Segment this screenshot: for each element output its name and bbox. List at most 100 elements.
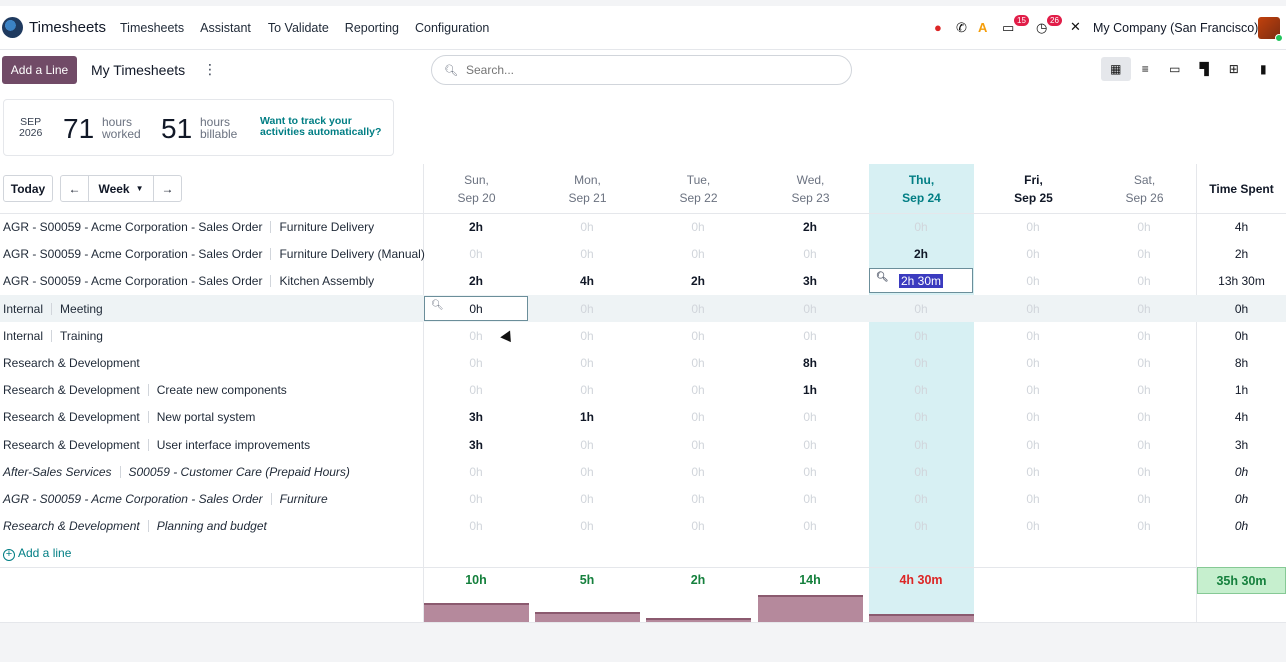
hours-cell[interactable]: 0h xyxy=(646,383,750,397)
hours-cell[interactable]: 0h xyxy=(981,220,1085,234)
add-line-label[interactable]: Add a line xyxy=(18,546,72,560)
task-name[interactable]: Furniture Delivery (Manual) xyxy=(279,247,425,262)
menu-item-configuration[interactable]: Configuration xyxy=(415,21,490,35)
record-icon[interactable]: ● xyxy=(934,20,942,35)
hours-cell[interactable]: 0h xyxy=(981,356,1085,370)
hours-cell[interactable]: 0h xyxy=(758,247,862,261)
hours-cell[interactable]: 0h xyxy=(758,302,862,316)
project-name[interactable]: Internal xyxy=(3,328,44,343)
hours-cell[interactable]: 0h xyxy=(646,438,750,452)
task-name[interactable]: S00059 - Customer Care (Prepaid Hours) xyxy=(128,464,350,479)
hours-cell[interactable]: 0h xyxy=(869,356,973,370)
hours-cell[interactable]: 0h xyxy=(869,220,973,234)
app-logo-icon[interactable] xyxy=(2,17,23,38)
hours-cell[interactable]: 0h xyxy=(1092,302,1196,316)
hours-cell[interactable]: 0h xyxy=(1092,383,1196,397)
hours-cell[interactable]: 🔍︎ 0h xyxy=(424,295,528,321)
hours-cell[interactable]: 0h xyxy=(1092,329,1196,343)
actions-kebab-icon[interactable]: ⋮ xyxy=(203,61,217,77)
hours-cell[interactable]: 🔍︎ 2h 30m xyxy=(869,268,973,294)
list-view-icon[interactable]: ≡ xyxy=(1141,62,1149,76)
hours-cell[interactable]: 2h xyxy=(424,274,528,288)
hours-cell[interactable]: 0h xyxy=(981,247,1085,261)
hours-cell[interactable]: 0h xyxy=(981,465,1085,479)
hours-cell[interactable]: 0h xyxy=(1092,356,1196,370)
track-link-line2[interactable]: activities automatically? xyxy=(260,126,382,138)
hours-cell[interactable]: 0h xyxy=(758,492,862,506)
project-name[interactable]: Research & Development xyxy=(3,356,140,370)
add-a-line-link[interactable]: + Add a line xyxy=(3,546,71,561)
ai-icon[interactable]: A xyxy=(978,20,988,35)
hours-cell[interactable]: 0h xyxy=(646,247,750,261)
app-title[interactable]: Timesheets xyxy=(29,19,106,36)
hours-cell[interactable]: 3h xyxy=(424,438,528,452)
timer-search-icon[interactable]: 🔍︎ xyxy=(431,299,444,311)
task-name[interactable]: New portal system xyxy=(156,410,256,425)
hours-cell[interactable]: 0h xyxy=(869,492,973,506)
row-label[interactable]: Research & Development xyxy=(3,356,140,370)
hours-cell[interactable]: 2h xyxy=(646,274,750,288)
phone-icon[interactable]: ✆ xyxy=(956,20,967,35)
add-a-line-button[interactable]: Add a Line xyxy=(2,56,77,84)
hours-cell[interactable]: 0h xyxy=(1092,274,1196,288)
hours-cell[interactable]: 0h xyxy=(424,492,528,506)
project-name[interactable]: AGR - S00059 - Acme Corporation - Sales … xyxy=(3,247,263,262)
task-name[interactable]: Kitchen Assembly xyxy=(279,274,375,289)
hours-cell[interactable]: 0h xyxy=(424,383,528,397)
row-label[interactable]: AGR - S00059 - Acme Corporation - Sales … xyxy=(3,220,374,234)
row-label[interactable]: Internal Training xyxy=(3,329,103,343)
hours-cell[interactable]: 0h xyxy=(758,438,862,452)
calendar-view-icon[interactable]: ▭ xyxy=(1169,62,1181,76)
grid-view-icon[interactable]: ▦ xyxy=(1101,57,1131,81)
hours-cell[interactable]: 0h xyxy=(1092,247,1196,261)
project-name[interactable]: Research & Development xyxy=(3,410,140,425)
hours-cell[interactable]: 0h xyxy=(535,220,639,234)
hours-cell[interactable]: 3h xyxy=(758,274,862,288)
hours-cell[interactable]: 0h xyxy=(646,302,750,316)
project-name[interactable]: Research & Development xyxy=(3,383,140,398)
project-name[interactable]: AGR - S00059 - Acme Corporation - Sales … xyxy=(3,220,263,234)
hours-cell[interactable]: 0h xyxy=(869,519,973,533)
hours-cell[interactable]: 1h xyxy=(535,410,639,424)
hours-cell[interactable]: 0h xyxy=(424,329,528,343)
hours-cell[interactable]: 0h xyxy=(981,492,1085,506)
kanban-view-icon[interactable]: ▜ xyxy=(1199,62,1209,76)
hours-cell[interactable]: 0h xyxy=(981,302,1085,316)
task-name[interactable]: Furniture Delivery xyxy=(279,220,375,234)
hours-cell[interactable]: 0h xyxy=(646,356,750,370)
row-label[interactable]: After-Sales Services S00059 - Customer Ca… xyxy=(3,465,350,479)
hours-cell[interactable]: 0h xyxy=(869,329,973,343)
hours-cell[interactable]: 0h xyxy=(1092,438,1196,452)
hours-cell[interactable]: 2h xyxy=(758,220,862,234)
hours-cell[interactable]: 0h xyxy=(981,410,1085,424)
hours-cell[interactable]: 0h xyxy=(1092,220,1196,234)
timer-search-icon[interactable]: 🔍︎ xyxy=(876,272,889,284)
hours-cell[interactable]: 0h xyxy=(424,465,528,479)
project-name[interactable]: After-Sales Services xyxy=(3,464,112,479)
previous-arrow-icon[interactable]: ← xyxy=(60,175,89,202)
hours-cell[interactable]: 0h xyxy=(646,329,750,343)
task-name[interactable]: Furniture xyxy=(279,492,328,506)
hours-cell[interactable]: 0h xyxy=(535,492,639,506)
menu-item-assistant[interactable]: Assistant xyxy=(200,21,251,35)
hours-cell[interactable]: 0h xyxy=(535,519,639,533)
hours-cell[interactable]: 8h xyxy=(758,356,862,370)
messages-icon[interactable]: ▭ xyxy=(1002,20,1015,35)
pivot-view-icon[interactable]: ⊞ xyxy=(1228,62,1239,76)
row-label[interactable]: Research & Development Create new compone… xyxy=(3,383,287,397)
hours-cell[interactable]: 0h xyxy=(424,247,528,261)
hours-cell[interactable]: 2h xyxy=(869,247,973,261)
task-name[interactable]: Create new components xyxy=(156,383,287,398)
hours-cell[interactable]: 0h xyxy=(535,329,639,343)
project-name[interactable]: Research & Development xyxy=(3,519,140,534)
hours-cell[interactable]: 0h xyxy=(646,519,750,533)
today-button[interactable]: Today xyxy=(3,175,53,202)
project-name[interactable]: Internal xyxy=(3,301,44,316)
hours-cell[interactable]: 0h xyxy=(535,383,639,397)
task-name[interactable]: User interface improvements xyxy=(156,437,311,452)
hours-cell[interactable]: 0h xyxy=(758,329,862,343)
activities-clock-icon[interactable]: ◷ xyxy=(1036,20,1048,35)
track-link-line1[interactable]: Want to track your xyxy=(260,115,352,127)
task-name[interactable]: Training xyxy=(60,328,103,343)
hours-cell[interactable]: 0h xyxy=(1092,465,1196,479)
